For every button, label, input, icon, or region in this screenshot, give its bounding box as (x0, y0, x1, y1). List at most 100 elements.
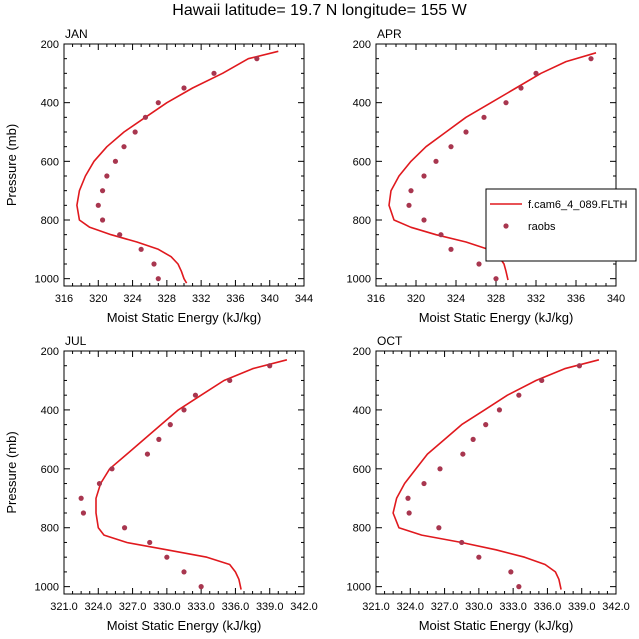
x-tick-label: 333.0 (499, 601, 527, 613)
y-tick-label: 1000 (35, 582, 59, 594)
x-tick-label: 321.0 (362, 601, 390, 613)
raob-marker (117, 232, 123, 238)
x-tick-label: 324 (447, 293, 465, 305)
raob-marker (408, 188, 414, 194)
raob-marker (99, 217, 106, 223)
raob-marker (155, 100, 161, 106)
plot-frame (63, 43, 305, 287)
raob-marker (164, 554, 170, 560)
raob-marker (533, 70, 539, 76)
y-axis-title: Pressure (mb) (4, 431, 19, 513)
y-tick-label: 1000 (347, 582, 371, 594)
legend-marker-swatch (503, 223, 509, 229)
y-tick-label: 1000 (347, 274, 371, 286)
panel-label: JUL (65, 334, 87, 348)
panel-oct: OCT 321.0 324.0 327.0 330.0 333.0 336.0 339.0 34… (347, 334, 630, 633)
x-tick-label: 320 (407, 293, 425, 305)
x-tick-label: 336.0 (222, 601, 250, 613)
raob-marker (147, 539, 153, 546)
y-tick-label: 800 (353, 523, 371, 535)
x-tick-label: 327.0 (431, 601, 459, 613)
x-tick-label: 339.0 (256, 601, 284, 613)
y-tick-label: 600 (353, 156, 371, 168)
y-tick-label: 1000 (35, 274, 59, 286)
x-tick-label: 344 (295, 293, 313, 305)
x-tick-label: 332 (192, 293, 210, 305)
x-tick-label: 328 (158, 293, 176, 305)
y-tick-label: 200 (353, 39, 371, 51)
x-tick-label: 342.0 (290, 601, 318, 613)
x-tick-label: 342.0 (602, 601, 630, 613)
x-axis-title: Moist Static Energy (kJ/kg) (419, 618, 574, 633)
raob-marker (181, 85, 187, 91)
raob-marker (156, 436, 162, 442)
x-tick-label: 321.0 (50, 601, 78, 613)
x-axis-title: Moist Static Energy (kJ/kg) (107, 310, 262, 325)
y-tick-label: 800 (41, 215, 59, 227)
x-tick-label: 324 (123, 293, 141, 305)
raob-marker (496, 407, 503, 413)
raob-marker (181, 407, 187, 413)
x-tick-label: 316 (367, 293, 385, 305)
panel-label: APR (377, 27, 402, 41)
y-tick-label: 600 (41, 156, 59, 168)
model-line (76, 50, 279, 284)
panel-jul: JUL 321.0 324.0 327.0 330.0 333.0 336.0 339.0 34… (4, 334, 318, 633)
raob-marker (96, 480, 103, 487)
series-group (392, 359, 600, 590)
raob-marker (421, 173, 427, 179)
x-tick-label: 332 (527, 293, 545, 305)
y-tick-label: 400 (41, 98, 59, 110)
plot-frame (375, 350, 617, 595)
raob-marker (95, 202, 101, 208)
raob-marker (151, 261, 157, 267)
raob-marker (121, 525, 128, 531)
raob-marker (132, 129, 138, 135)
model-line (392, 359, 600, 590)
x-tick-label: 330.0 (465, 601, 493, 613)
raob-marker (421, 217, 427, 223)
raob-marker (112, 158, 119, 164)
panel-label: OCT (377, 334, 403, 348)
x-tick-label: 340 (607, 293, 625, 305)
y-tick-label: 800 (353, 215, 371, 227)
raob-marker (516, 584, 522, 590)
x-tick-label: 324.0 (397, 601, 425, 613)
raob-marker (181, 569, 187, 575)
raob-marker (476, 261, 482, 267)
raob-marker (476, 554, 482, 560)
raob-marker (463, 129, 469, 135)
model-line (95, 359, 288, 590)
raob-marker (437, 466, 443, 472)
raob-marker (142, 114, 149, 120)
raob-marker (460, 451, 466, 457)
raob-marker (448, 144, 454, 150)
raob-marker (138, 246, 144, 252)
raob-marker (503, 100, 509, 106)
plot-frame (63, 350, 305, 595)
y-tick-label: 800 (41, 523, 59, 535)
raob-marker (459, 539, 465, 546)
raob-marker (481, 114, 487, 120)
raob-marker (167, 422, 173, 428)
raob-marker (78, 495, 84, 501)
raob-marker (144, 451, 151, 457)
panel-apr: APR 316 320 324 328 332 336 340 200 400 600 800 1000… (347, 27, 626, 325)
x-tick-label: 336 (567, 293, 585, 305)
raob-marker (192, 392, 199, 398)
y-tick-label: 200 (41, 346, 59, 358)
y-tick-label: 200 (41, 39, 59, 51)
raob-marker (438, 232, 444, 238)
raob-marker (436, 525, 442, 531)
series-group (76, 50, 279, 284)
legend-label: f.cam6_4_089.FLTH (528, 199, 628, 211)
legend-label: raobs (528, 221, 556, 233)
y-tick-label: 600 (41, 464, 59, 476)
x-tick-label: 339.0 (568, 601, 596, 613)
raob-marker (267, 363, 273, 369)
raob-marker (518, 85, 524, 91)
raob-marker (576, 363, 583, 369)
y-tick-label: 400 (41, 405, 59, 417)
